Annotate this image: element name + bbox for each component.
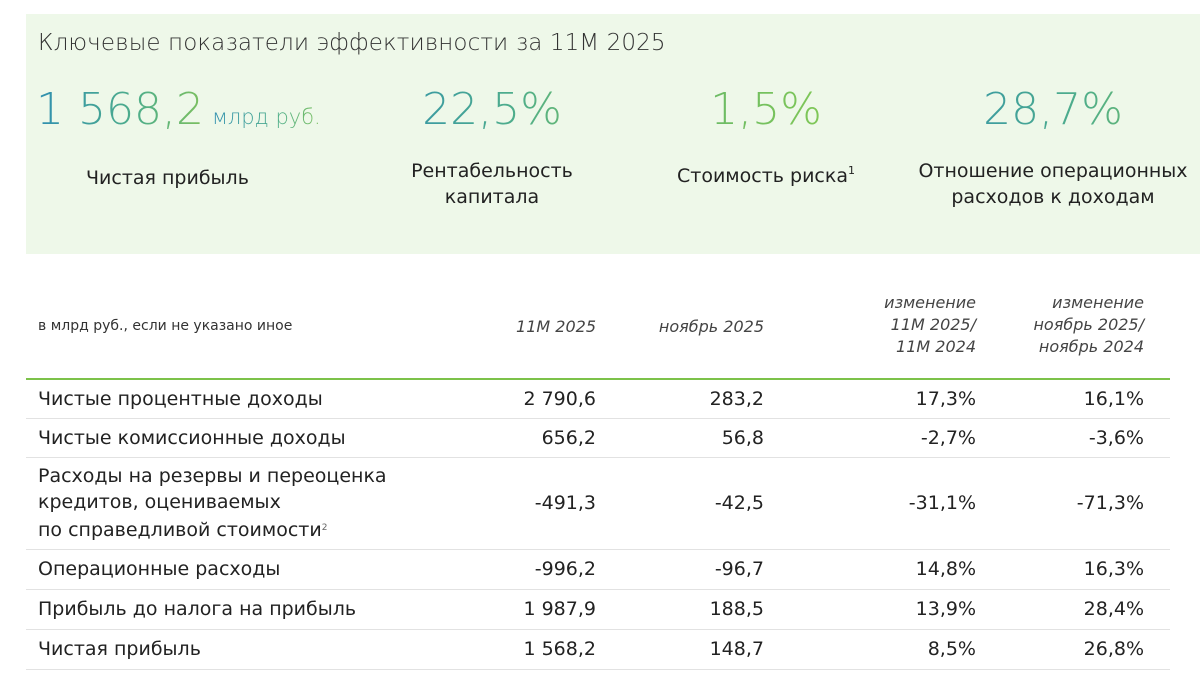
table-row: Операционные расходы -996,2 -96,7 14,8% … — [26, 550, 1170, 590]
row-label-line: Расходы на резервы и переоценка — [38, 465, 387, 487]
row-label-line-with-footnote: по справедливой стоимости2 — [38, 515, 387, 543]
cell-11m-2025: 2 790,6 — [523, 388, 596, 410]
col-header-11m-2025: 11М 2025 — [516, 317, 596, 336]
cell-11m-2025: 1 987,9 — [523, 598, 596, 620]
cell-change-november: 26,8% — [1083, 638, 1144, 660]
cell-november-2025: 56,8 — [721, 427, 764, 449]
cell-11m-2025: -491,3 — [534, 492, 596, 514]
kpi-cost-of-risk-value: 1,5% — [636, 84, 896, 136]
cell-change-november: 16,3% — [1083, 558, 1144, 580]
cell-change-11m: 8,5% — [927, 638, 976, 660]
table-row: Чистая прибыль 1 568,2 148,7 8,5% 26,8% — [26, 630, 1170, 670]
kpi-net-profit-label: Чистая прибыль — [86, 167, 249, 189]
kpi-cost-of-risk-label-text: Стоимость риска — [677, 165, 848, 187]
cell-change-11m: 13,9% — [915, 598, 976, 620]
col-header-line: ноябрь 2024 — [1038, 337, 1144, 356]
cell-11m-2025: 1 568,2 — [523, 638, 596, 660]
header-divider — [26, 378, 1170, 380]
cell-november-2025: -42,5 — [714, 492, 764, 514]
cell-change-11m: -31,1% — [908, 492, 976, 514]
kpi-cost-income-label-line1: Отношение операционных — [918, 160, 1188, 182]
kpi-value-unit: млрд руб. — [211, 105, 321, 129]
financial-table: в млрд руб., если не указано иное 11М 20… — [26, 290, 1170, 670]
col-header-line: 11М 2024 — [896, 337, 976, 356]
kpi-roe-label-line1: Рентабельность — [411, 160, 573, 182]
row-label: Чистая прибыль — [38, 638, 201, 660]
col-header-line: 11М 2025/ — [890, 315, 976, 334]
cell-11m-2025: 656,2 — [541, 427, 596, 449]
row-label-line: по справедливой стоимости — [38, 519, 322, 541]
footnote-marker: 1 — [848, 164, 855, 177]
row-label: Расходы на резервы и переоценка кредитов… — [38, 463, 387, 543]
kpi-roe-value: 22,5% — [362, 84, 622, 136]
cell-november-2025: 188,5 — [709, 598, 764, 620]
table-row: Чистые комиссионные доходы 656,2 56,8 -2… — [26, 419, 1170, 458]
col-header-line: изменение — [1052, 293, 1144, 312]
kpi-cost-of-risk: 1,5% Стоимость риска1 — [636, 84, 896, 189]
cell-november-2025: 148,7 — [709, 638, 764, 660]
footnote-marker: 2 — [321, 523, 328, 533]
kpi-roe: 22,5% Рентабельность капитала — [362, 84, 622, 210]
cell-change-november: 28,4% — [1083, 598, 1144, 620]
kpi-cost-income-value: 28,7% — [906, 84, 1200, 136]
row-label-line: кредитов, оцениваемых — [38, 491, 281, 513]
table-row: Чистые процентные доходы 2 790,6 283,2 1… — [26, 380, 1170, 419]
cell-change-november: 16,1% — [1083, 388, 1144, 410]
cell-november-2025: 283,2 — [709, 388, 764, 410]
cell-change-november: -3,6% — [1088, 427, 1144, 449]
kpi-net-profit-value: 1 568,2 млрд руб. — [36, 84, 336, 143]
cell-change-november: -71,3% — [1076, 492, 1144, 514]
cell-11m-2025: -996,2 — [534, 558, 596, 580]
row-label: Операционные расходы — [38, 558, 281, 580]
row-label: Чистые процентные доходы — [38, 388, 323, 410]
kpi-title: Ключевые показатели эффективности за 11М… — [38, 30, 666, 56]
col-header-change-november: изменение ноябрь 2025/ ноябрь 2024 — [1033, 292, 1144, 358]
kpi-cost-income-label: Отношение операционных расходов к дохода… — [906, 158, 1200, 210]
kpi-cost-income: 28,7% Отношение операционных расходов к … — [906, 84, 1200, 210]
kpi-roe-label-line2: капитала — [444, 186, 540, 208]
table-row: Прибыль до налога на прибыль 1 987,9 188… — [26, 590, 1170, 630]
cell-change-11m: -2,7% — [920, 427, 976, 449]
kpi-value-number: 1 568,2 — [36, 84, 204, 135]
kpi-net-profit: 1 568,2 млрд руб. Чистая прибыль — [36, 84, 336, 191]
col-header-line: изменение — [884, 293, 976, 312]
cell-change-11m: 17,3% — [915, 388, 976, 410]
col-header-line: ноябрь 2025/ — [1033, 315, 1144, 334]
kpi-roe-label: Рентабельность капитала — [362, 158, 622, 210]
col-header-change-11m: изменение 11М 2025/ 11М 2024 — [884, 292, 976, 358]
kpi-cost-of-risk-label: Стоимость риска1 — [636, 158, 896, 189]
cell-change-11m: 14,8% — [915, 558, 976, 580]
cell-november-2025: -96,7 — [714, 558, 764, 580]
row-label: Прибыль до налога на прибыль — [38, 598, 357, 620]
table-row: Расходы на резервы и переоценка кредитов… — [26, 458, 1170, 550]
kpi-panel: Ключевые показатели эффективности за 11М… — [26, 14, 1200, 254]
kpi-cost-income-label-line2: расходов к доходам — [951, 186, 1155, 208]
units-note: в млрд руб., если не указано иное — [38, 318, 293, 334]
table-header: в млрд руб., если не указано иное 11М 20… — [26, 290, 1170, 378]
col-header-november-2025: ноябрь 2025 — [658, 317, 764, 336]
row-label: Чистые комиссионные доходы — [38, 427, 346, 449]
